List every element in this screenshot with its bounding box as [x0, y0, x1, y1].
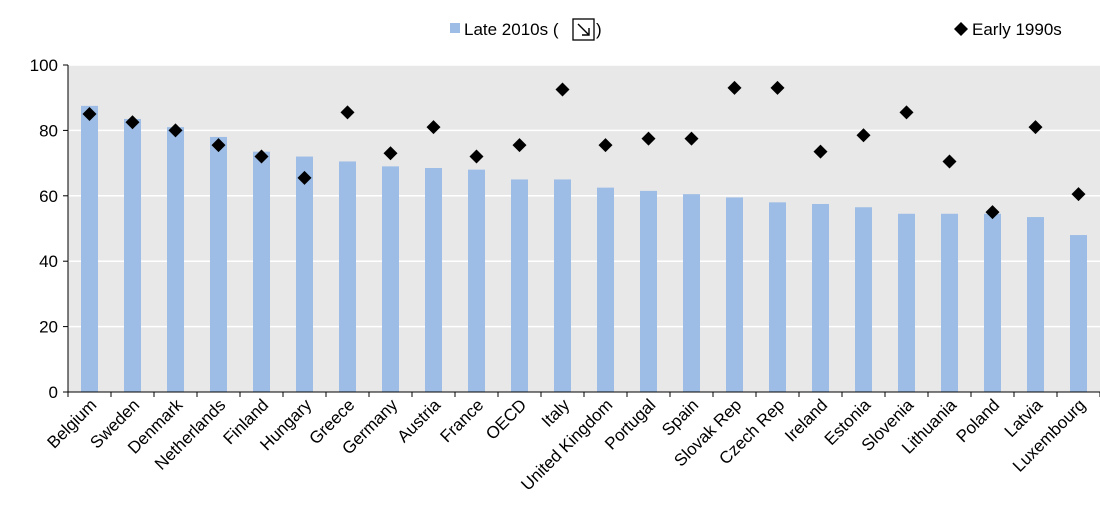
x-tick-label: Poland — [952, 395, 1003, 446]
marker — [641, 131, 656, 146]
bar — [855, 207, 872, 392]
y-tick-label: 100 — [30, 56, 58, 75]
bar — [81, 105, 98, 392]
marker — [684, 131, 699, 146]
bar — [1070, 235, 1087, 392]
x-tick-label: Italy — [538, 395, 574, 431]
marker — [1071, 187, 1086, 202]
legend-swatch-late-2010s — [450, 23, 460, 33]
bar — [425, 168, 442, 392]
marker — [813, 144, 828, 159]
marker — [125, 115, 140, 130]
bar — [898, 213, 915, 392]
bar — [296, 156, 313, 392]
bar — [339, 161, 356, 392]
marker — [555, 82, 570, 97]
marker — [469, 149, 484, 164]
legend-label-late-2010s-close: ) — [596, 20, 602, 39]
legend-label-early-1990s: Early 1990s — [972, 20, 1062, 39]
marker — [985, 205, 1000, 220]
bar — [597, 187, 614, 392]
bar — [210, 136, 227, 392]
bar — [640, 190, 657, 392]
y-tick-label: 80 — [39, 121, 58, 140]
marker — [899, 105, 914, 120]
bar — [984, 213, 1001, 392]
marker — [856, 128, 871, 143]
marker — [168, 123, 183, 138]
bar — [511, 179, 528, 392]
marker — [770, 80, 785, 95]
plot-background — [68, 65, 1100, 392]
bar — [683, 194, 700, 392]
x-tick-label: OECD — [482, 395, 530, 443]
bar — [382, 166, 399, 392]
bar — [1027, 217, 1044, 392]
x-tick-label: Austria — [393, 395, 444, 446]
gridlines — [68, 64, 1100, 328]
legend-label-late-2010s: Late 2010s ( — [464, 20, 559, 39]
marker — [340, 105, 355, 120]
marker-series-early-1990s — [82, 80, 1086, 220]
legend-marker-early-1990s — [954, 22, 968, 36]
bar — [769, 202, 786, 392]
marker — [1028, 120, 1043, 135]
marker — [254, 149, 269, 164]
y-tick-label: 40 — [39, 252, 58, 271]
marker — [211, 138, 226, 153]
bar — [726, 197, 743, 392]
x-tick-label: France — [436, 395, 487, 446]
y-axis: 0 20 40 60 80 100 — [30, 56, 68, 402]
marker — [82, 107, 97, 122]
bar — [124, 118, 141, 392]
marker — [383, 146, 398, 161]
bar — [554, 179, 571, 392]
bar — [167, 127, 184, 392]
y-tick-label: 0 — [49, 383, 58, 402]
marker — [512, 138, 527, 153]
y-tick-label: 20 — [39, 318, 58, 337]
bar — [941, 213, 958, 392]
bar-series-late-2010s — [81, 105, 1087, 392]
bar — [253, 151, 270, 392]
legend: Late 2010s ( ) Early 1990s — [450, 18, 1062, 41]
x-axis: BelgiumSwedenDenmarkNetherlandsFinlandHu… — [43, 392, 1100, 494]
marker — [942, 154, 957, 169]
y-tick-label: 60 — [39, 187, 58, 206]
bar — [812, 203, 829, 392]
bar — [468, 169, 485, 392]
marker — [598, 138, 613, 153]
marker — [426, 120, 441, 135]
marker — [727, 80, 742, 95]
marker — [297, 170, 312, 185]
arrow-down-right-icon — [572, 18, 595, 41]
